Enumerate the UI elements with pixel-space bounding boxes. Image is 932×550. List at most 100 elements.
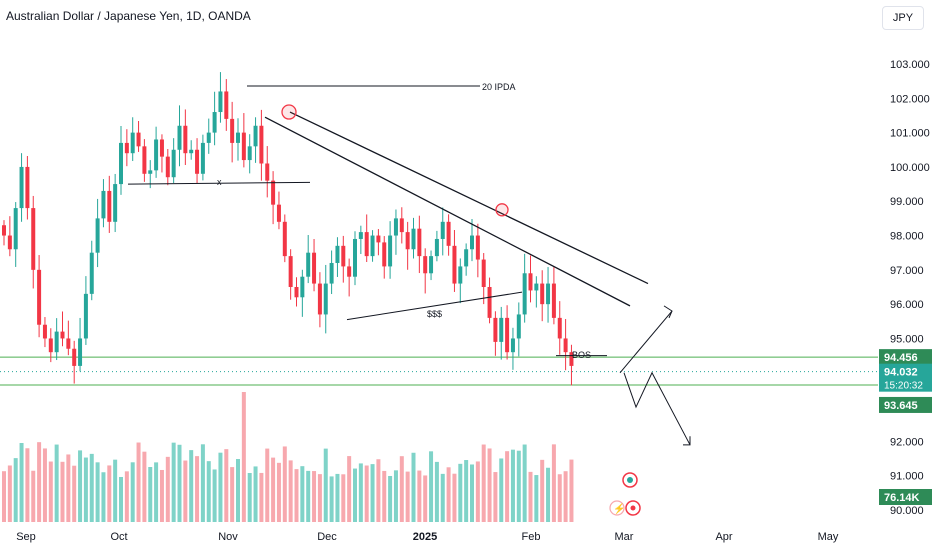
candle-body bbox=[31, 208, 36, 270]
volume-bar bbox=[440, 473, 445, 522]
candle-body bbox=[136, 132, 141, 147]
volume-bar bbox=[516, 450, 521, 522]
candle-body bbox=[423, 256, 428, 274]
volume-bar bbox=[569, 459, 574, 522]
volume-badge-label: 76.14K bbox=[884, 492, 920, 504]
drawings: 20 IPDA x $$$ BOS ⚡ bbox=[127, 82, 691, 516]
volume-bar bbox=[189, 450, 194, 522]
candle-body bbox=[557, 317, 562, 339]
candle-body bbox=[271, 180, 276, 205]
candle-body bbox=[458, 266, 463, 284]
price-tick-label: 97.000 bbox=[890, 265, 924, 277]
candle-body bbox=[78, 338, 83, 366]
currency-button[interactable]: JPY bbox=[882, 6, 924, 30]
volume-bar bbox=[557, 474, 562, 522]
volume-bar bbox=[364, 465, 369, 522]
volume-bar bbox=[42, 448, 47, 522]
candle-body bbox=[265, 163, 270, 181]
price-tick-label: 91.000 bbox=[890, 471, 924, 483]
price-level-lines bbox=[0, 356, 878, 386]
volume-bar bbox=[417, 470, 422, 522]
volume-bar bbox=[101, 472, 106, 522]
countdown-label: 15:20:32 bbox=[884, 381, 923, 392]
candle-body bbox=[13, 208, 18, 250]
candle-body bbox=[54, 331, 59, 353]
volume-bar bbox=[341, 474, 346, 522]
candle-body bbox=[376, 235, 381, 243]
volume-bar bbox=[446, 467, 451, 522]
candle-body bbox=[329, 262, 334, 284]
swing-high-marker bbox=[281, 104, 297, 120]
candle-body bbox=[95, 218, 100, 253]
volume-bar bbox=[317, 474, 322, 522]
volume-bar bbox=[159, 469, 164, 522]
candle-body bbox=[259, 125, 264, 164]
candle-body bbox=[60, 331, 65, 339]
volume-bar bbox=[165, 456, 170, 522]
volume-bar bbox=[206, 461, 211, 522]
candle-body bbox=[130, 132, 135, 154]
volume-bar bbox=[212, 469, 217, 522]
time-axis: Sep Oct Nov Dec 2025 Feb Mar Apr May bbox=[16, 531, 839, 543]
time-tick-label: May bbox=[818, 531, 839, 543]
candle-body bbox=[25, 166, 30, 209]
volume-bar bbox=[271, 457, 276, 522]
volume-bar bbox=[481, 444, 486, 522]
candle-body bbox=[113, 184, 118, 222]
volume-bar bbox=[458, 463, 463, 522]
time-tick-label: Oct bbox=[110, 531, 127, 543]
volume-bar bbox=[353, 468, 357, 522]
chart-title: Australian Dollar / Japanese Yen, 1D, OA… bbox=[6, 9, 251, 23]
volume-bar bbox=[551, 444, 556, 522]
volume-bar bbox=[540, 459, 545, 522]
candle-body bbox=[399, 218, 404, 233]
current-price-badge bbox=[879, 363, 932, 392]
candle-body bbox=[253, 125, 258, 147]
time-tick-label: Sep bbox=[16, 531, 36, 543]
volume-bar bbox=[528, 471, 533, 522]
volume-bar bbox=[393, 470, 398, 522]
volume-bar bbox=[66, 454, 71, 522]
volume-bar bbox=[505, 451, 510, 522]
volume-bar bbox=[19, 442, 24, 522]
volume-bar bbox=[294, 469, 299, 522]
candle-body bbox=[48, 338, 53, 353]
time-tick-label: Nov bbox=[218, 531, 238, 543]
price-tick-label: 100.000 bbox=[890, 162, 930, 174]
candle-body bbox=[89, 252, 94, 294]
liquidity-line-x bbox=[127, 181, 311, 185]
lightning-icon bbox=[609, 500, 625, 516]
volume-bar bbox=[388, 475, 393, 522]
candle-body bbox=[276, 204, 281, 222]
volume-bar bbox=[288, 460, 293, 522]
volume-bar bbox=[148, 467, 153, 522]
volume-bar bbox=[499, 458, 504, 522]
volume-bar bbox=[7, 465, 12, 522]
volume-bar bbox=[130, 462, 135, 522]
volume-bar bbox=[95, 462, 100, 522]
lightning-icon-glyph: ⚡ bbox=[613, 502, 625, 515]
candle-body bbox=[405, 232, 410, 250]
volume-bar bbox=[347, 456, 352, 522]
chart-annotation: x bbox=[217, 177, 222, 187]
candle-body bbox=[429, 256, 434, 274]
volume-bar bbox=[382, 470, 387, 522]
candle-body bbox=[195, 149, 200, 174]
candle-body bbox=[417, 228, 422, 257]
volume-bar bbox=[376, 459, 381, 522]
candle-body bbox=[551, 283, 556, 318]
volume-bar bbox=[464, 460, 469, 522]
volume-bar bbox=[423, 475, 428, 522]
candle-body bbox=[230, 118, 235, 143]
chart-annotation: BOS bbox=[572, 350, 591, 360]
volume-bar bbox=[510, 449, 515, 522]
candle-body bbox=[206, 132, 211, 143]
volume-bar bbox=[142, 451, 147, 522]
candle-body bbox=[2, 225, 6, 236]
price-axis: 103.000 102.000 101.000 100.000 99.000 98.000… bbox=[890, 59, 930, 517]
volume-bar bbox=[370, 464, 375, 522]
volume-bar bbox=[300, 466, 305, 522]
volume-bar bbox=[13, 458, 18, 522]
volume-bar bbox=[78, 450, 83, 522]
